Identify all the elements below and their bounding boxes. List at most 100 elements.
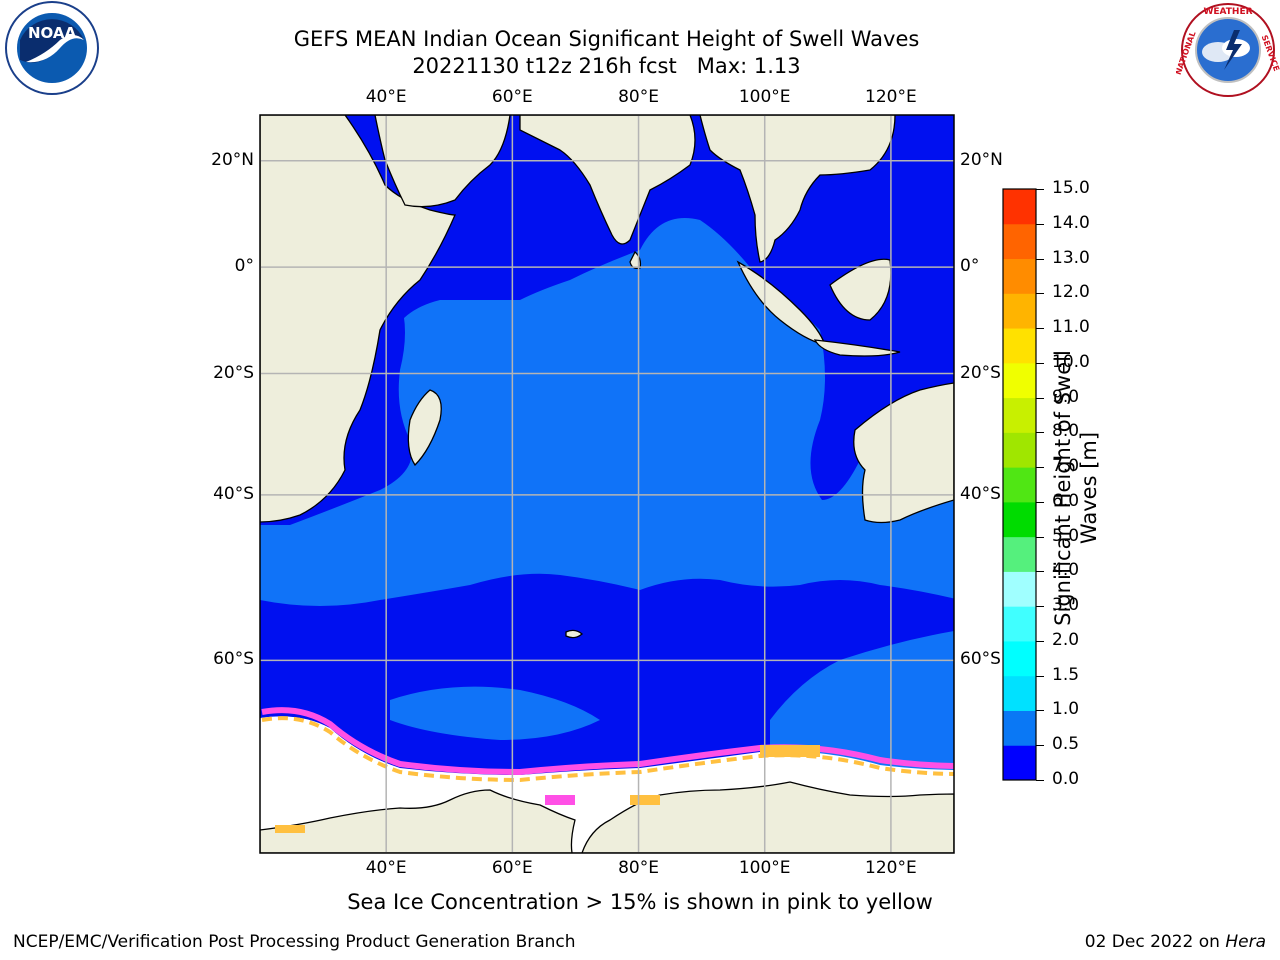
colorbar-tick-label: 6.0 — [1052, 490, 1080, 511]
colorbar-cell — [1003, 710, 1036, 746]
colorbar-tick-mark — [1036, 258, 1044, 260]
bottom-lon-label: 40°E — [365, 858, 407, 878]
colorbar-tick-mark — [1036, 189, 1044, 190]
right-lat-label: 40°S — [960, 483, 1001, 504]
colorbar-tick-mark — [1036, 606, 1044, 608]
graticule — [260, 115, 954, 853]
colorbar-tick-label: 7.0 — [1052, 456, 1080, 477]
land-madagascar — [407, 389, 442, 467]
right-lat-label: 20°N — [960, 149, 1003, 170]
colorbar-tick-label: 8.0 — [1052, 421, 1080, 442]
chart-subtitle: 20221130 t12z 216h fcst Max: 1.13 — [412, 54, 801, 78]
left-lat-label: 60°S — [213, 649, 254, 670]
colorbar-tick-label: 1.5 — [1052, 664, 1080, 685]
left-lat-label: 0° — [234, 256, 254, 277]
colorbar-tick-mark — [1036, 328, 1044, 330]
map-frame — [259, 114, 955, 854]
top-lon-label: 80°E — [618, 87, 659, 107]
machine-name: Hera — [1225, 932, 1266, 952]
land-kerguelen — [565, 629, 583, 639]
colorbar-tick-label: 10.0 — [1052, 351, 1090, 372]
colorbar-tick-label: 5.0 — [1052, 525, 1080, 546]
right-lat-label: 20°S — [960, 362, 1001, 383]
colorbar-cell — [1003, 189, 1036, 225]
colorbar-tick-mark — [1036, 397, 1044, 399]
colorbar-cell — [1003, 397, 1036, 433]
colorbar-cell — [1003, 258, 1036, 294]
colorbar-tick-label: 14.0 — [1052, 212, 1090, 233]
ice-patch-1 — [275, 825, 305, 833]
colorbar-tick-mark — [1036, 223, 1044, 225]
colorbar-tick-label: 15.0 — [1052, 178, 1090, 198]
producer-credit: NCEP/EMC/Verification Post Processing Pr… — [13, 932, 576, 952]
top-lon-label: 120°E — [865, 87, 917, 107]
colorbar-tick-label: 13.0 — [1052, 247, 1090, 268]
colorbar-tick-mark — [1036, 710, 1044, 712]
colorbar-cell — [1003, 606, 1036, 642]
colorbar-tick-mark — [1036, 432, 1044, 434]
top-lon-label: 40°E — [365, 87, 407, 107]
colorbar-cell — [1003, 293, 1036, 329]
ice-patch-3 — [630, 795, 660, 805]
colorbar-tick-label: 12.0 — [1052, 282, 1090, 303]
colorbar-tick-label: 3.0 — [1052, 595, 1080, 616]
colorbar-label: Significant Height of Swell Waves [m] — [1051, 350, 1101, 626]
colorbar-cell — [1003, 467, 1036, 503]
ice-edge-pink — [261, 707, 954, 776]
colorbar-cell — [1003, 571, 1036, 607]
ocean-mid-patch-south — [390, 686, 600, 740]
colorbar-tick-mark — [1036, 745, 1044, 747]
chart-title: GEFS MEAN Indian Ocean Significant Heigh… — [293, 27, 920, 51]
colorbar-cell — [1003, 328, 1036, 364]
colorbar-tick-label: 11.0 — [1052, 317, 1090, 338]
colorbar-cell — [1003, 432, 1036, 468]
colorbar-cell — [1003, 675, 1036, 711]
colorbar-tick-label: 0.0 — [1052, 769, 1080, 789]
ice-patch-4 — [760, 745, 820, 757]
bottom-lon-label: 80°E — [618, 858, 659, 878]
right-lat-label: 60°S — [960, 649, 1001, 670]
colorbar-cell — [1003, 501, 1036, 538]
generation-date: 02 Dec 2022 on Hera — [1085, 932, 1266, 952]
right-lat-label: 0° — [960, 256, 980, 277]
colorbar-tick-mark — [1036, 293, 1044, 295]
top-lon-label: 100°E — [738, 87, 791, 107]
colorbar-tick-mark — [1036, 571, 1044, 573]
colorbar-tick-mark — [1036, 675, 1044, 677]
noaa-logo: NOAA — [5, 1, 99, 95]
colorbar-tick-label: 2.0 — [1052, 629, 1080, 650]
colorbar-cell — [1003, 536, 1036, 572]
land-borneo — [829, 258, 892, 321]
colorbar-tick-label: 4.0 — [1052, 560, 1080, 581]
colorbar-tick-mark — [1036, 536, 1044, 538]
colorbar-tick-mark — [1036, 467, 1044, 469]
land-india — [519, 115, 696, 245]
land-java — [813, 339, 901, 357]
bottom-lon-label: 60°E — [491, 858, 533, 878]
generation-date-text: 02 Dec 2022 on — [1084, 932, 1226, 952]
svg-text:WEATHER: WEATHER — [1203, 7, 1252, 17]
top-lon-label: 60°E — [491, 87, 533, 107]
colorbar-tick-mark — [1036, 501, 1044, 503]
bottom-lon-label: 120°E — [865, 858, 917, 878]
noaa-logo-text: NOAA — [28, 24, 77, 42]
ice-patch-2 — [545, 795, 575, 805]
colorbar-cell — [1003, 223, 1036, 260]
sea-ice-note: Sea Ice Concentration > 15% is shown in … — [347, 890, 933, 914]
left-lat-label: 20°S — [213, 362, 254, 383]
left-lat-label: 20°N — [211, 149, 254, 170]
colorbar-tick-label: 9.0 — [1052, 386, 1080, 407]
colorbar-tick-label: 0.5 — [1052, 734, 1080, 755]
bottom-lon-label: 100°E — [738, 858, 791, 878]
land-australia — [853, 382, 954, 524]
colorbar-tick-mark — [1036, 362, 1044, 364]
colorbar-tick-mark — [1036, 780, 1044, 781]
ocean-mid-patch-southeast — [770, 631, 954, 780]
nws-logo: WEATHER NATIONAL SERVICE — [1176, 3, 1280, 97]
colorbar — [1002, 188, 1037, 781]
colorbar-cell — [1003, 745, 1036, 781]
left-lat-label: 40°S — [213, 483, 254, 504]
colorbar-tick-label: 1.0 — [1052, 699, 1080, 720]
colorbar-tick-mark — [1036, 640, 1044, 642]
